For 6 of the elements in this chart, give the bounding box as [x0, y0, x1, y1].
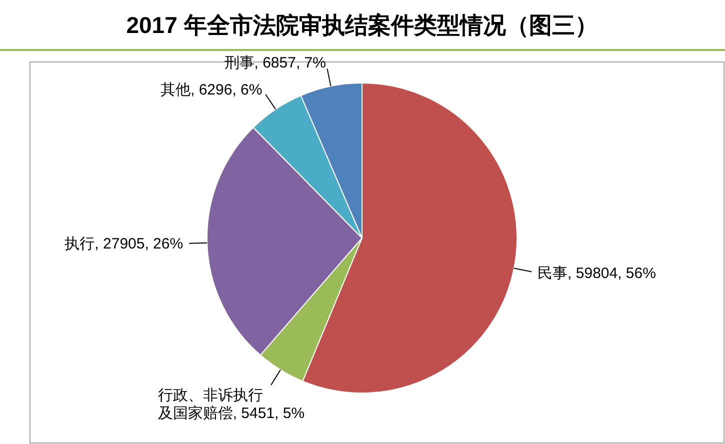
slice-label: 行政、非诉执行及国家赔偿, 5451, 5% [158, 387, 305, 422]
slice-label: 刑事, 6857, 7% [224, 54, 326, 72]
slice-label: 民事, 59804, 56% [538, 264, 656, 282]
slice-label: 执行, 27905, 26% [64, 236, 184, 253]
slice-label: 其他, 6296, 6% [160, 81, 262, 98]
chart-title: 2017 年全市法院审执结案件类型情况（图三） [126, 12, 598, 38]
